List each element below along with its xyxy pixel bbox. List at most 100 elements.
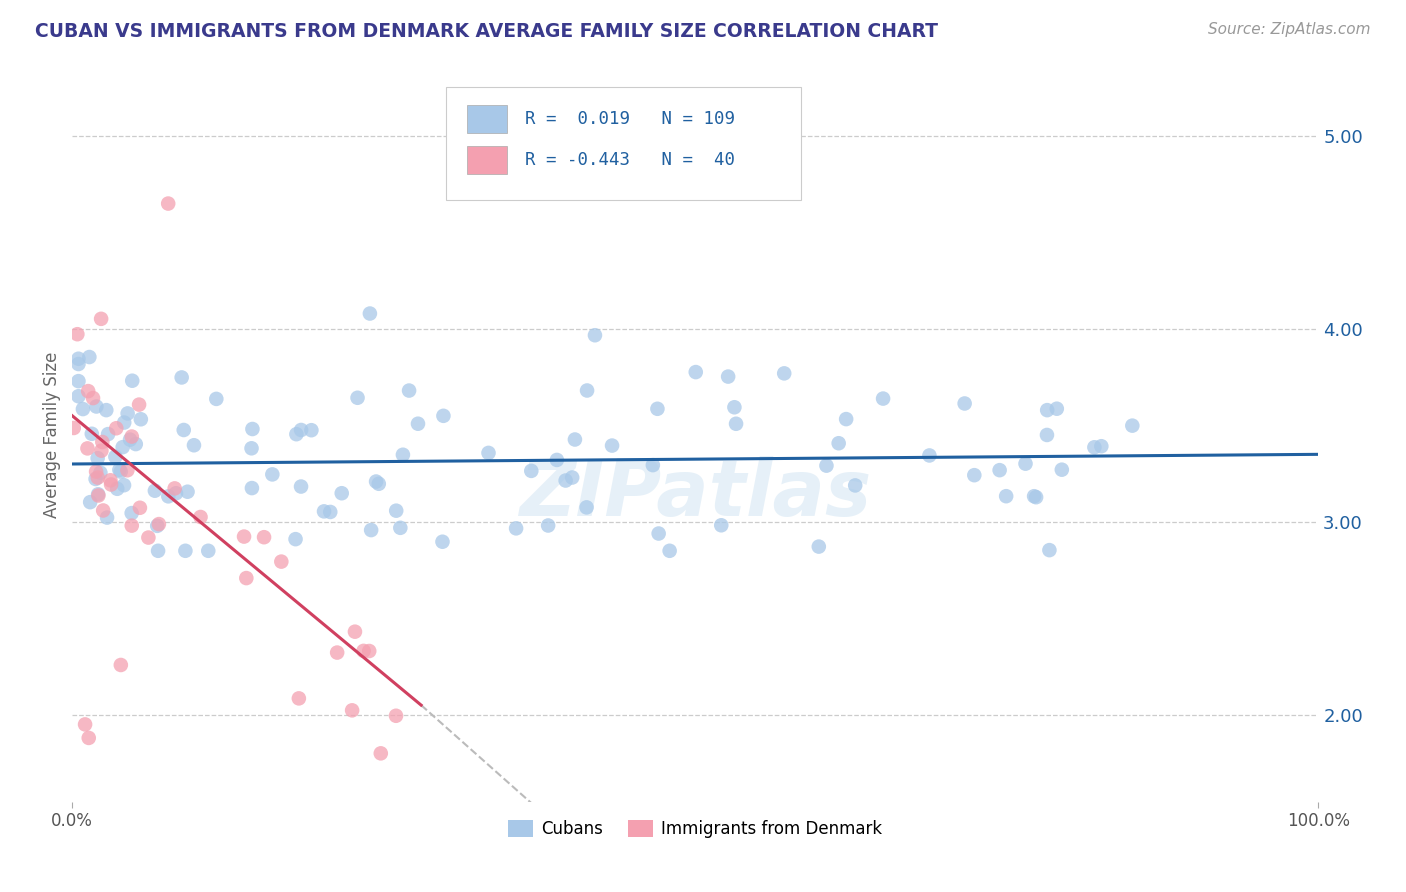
Point [67, 357, 90, 371]
Point [583, 328, 606, 343]
Point [360, 523, 382, 537]
Point [84, 472, 107, 486]
Point [546, 453, 568, 467]
Point [253, 530, 276, 544]
Point [1025, 490, 1047, 504]
Point [520, 464, 543, 478]
Point [240, 442, 263, 456]
Point [1050, 463, 1073, 477]
Text: ZIPatlas: ZIPatlas [519, 456, 872, 532]
Point [157, 196, 180, 211]
FancyBboxPatch shape [467, 105, 508, 133]
Point [576, 384, 599, 398]
Point [359, 644, 381, 658]
Point [100, 473, 122, 487]
Point [110, 465, 132, 479]
Point [1036, 403, 1059, 417]
Point [343, 624, 366, 639]
Point [270, 555, 292, 569]
Point [364, 475, 387, 489]
Point [205, 392, 228, 406]
Point [290, 479, 312, 493]
Point [398, 384, 420, 398]
Point [176, 484, 198, 499]
Point [148, 517, 170, 532]
Point [1038, 543, 1060, 558]
Point [77, 384, 100, 398]
Point [190, 510, 212, 524]
Point [995, 489, 1018, 503]
Point [326, 646, 349, 660]
Point [143, 483, 166, 498]
Point [561, 470, 583, 484]
Point [112, 416, 135, 430]
Point [392, 448, 415, 462]
Point [121, 429, 143, 443]
Point [86, 400, 108, 414]
Point [641, 458, 664, 472]
Point [918, 449, 941, 463]
Point [235, 571, 257, 585]
Point [163, 482, 186, 496]
Point [340, 703, 363, 717]
Point [67, 389, 90, 403]
Point [288, 691, 311, 706]
Point [385, 504, 408, 518]
Point [406, 417, 429, 431]
Point [1121, 418, 1143, 433]
Point [953, 396, 976, 410]
Point [815, 458, 838, 473]
Point [647, 401, 669, 416]
Point [89, 466, 111, 480]
Point [72, 402, 94, 417]
Point [367, 476, 389, 491]
Point [723, 401, 745, 415]
Point [79, 350, 101, 364]
Point [128, 398, 150, 412]
Text: R =  0.019   N = 109: R = 0.019 N = 109 [524, 110, 734, 128]
Point [370, 747, 392, 761]
Point [988, 463, 1011, 477]
Point [717, 369, 740, 384]
Point [96, 510, 118, 524]
Point [86, 451, 108, 466]
Point [600, 439, 623, 453]
Point [138, 531, 160, 545]
Point [104, 450, 127, 464]
Point [432, 534, 454, 549]
Point [319, 505, 342, 519]
Point [67, 351, 90, 366]
Point [117, 406, 139, 420]
Point [87, 487, 110, 501]
Point [75, 717, 97, 731]
Point [96, 403, 118, 417]
Text: CUBAN VS IMMIGRANTS FROM DENMARK AVERAGE FAMILY SIZE CORRELATION CHART: CUBAN VS IMMIGRANTS FROM DENMARK AVERAGE… [35, 22, 938, 41]
Point [87, 470, 110, 484]
Point [62, 421, 84, 435]
Point [105, 482, 128, 496]
Point [117, 463, 139, 477]
Point [121, 374, 143, 388]
Point [91, 503, 114, 517]
Point [1083, 440, 1105, 454]
Text: Source: ZipAtlas.com: Source: ZipAtlas.com [1208, 22, 1371, 37]
Point [827, 436, 849, 450]
Point [146, 543, 169, 558]
Legend: Cubans, Immigrants from Denmark: Cubans, Immigrants from Denmark [502, 813, 889, 845]
Point [1090, 439, 1112, 453]
Point [165, 486, 187, 500]
Point [312, 504, 335, 518]
Point [100, 477, 122, 491]
Point [67, 374, 90, 388]
Point [1014, 457, 1036, 471]
Point [111, 440, 134, 454]
Point [299, 423, 322, 437]
Point [385, 708, 408, 723]
Point [505, 521, 527, 535]
Point [197, 543, 219, 558]
Point [844, 478, 866, 492]
Point [242, 422, 264, 436]
Point [963, 468, 986, 483]
Point [76, 442, 98, 456]
Point [285, 427, 308, 442]
